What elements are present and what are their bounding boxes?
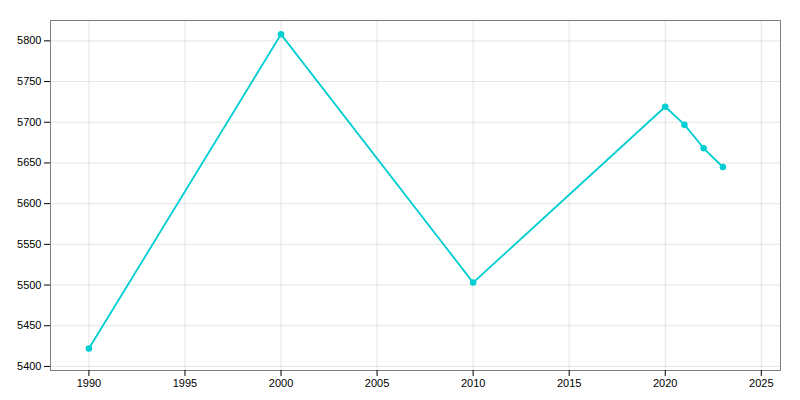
svg-text:5750: 5750	[17, 75, 41, 87]
svg-text:1995: 1995	[173, 377, 197, 389]
svg-text:5550: 5550	[17, 238, 41, 250]
svg-text:5500: 5500	[17, 279, 41, 291]
svg-text:5650: 5650	[17, 156, 41, 168]
svg-text:2015: 2015	[557, 377, 581, 389]
svg-text:5700: 5700	[17, 116, 41, 128]
svg-text:2000: 2000	[269, 377, 293, 389]
svg-text:5800: 5800	[17, 34, 41, 46]
svg-text:5600: 5600	[17, 197, 41, 209]
svg-text:5400: 5400	[17, 360, 41, 372]
svg-text:5450: 5450	[17, 319, 41, 331]
svg-text:2020: 2020	[653, 377, 677, 389]
svg-text:2005: 2005	[365, 377, 389, 389]
svg-text:2025: 2025	[749, 377, 773, 389]
svg-text:1990: 1990	[77, 377, 101, 389]
svg-text:2010: 2010	[461, 377, 485, 389]
